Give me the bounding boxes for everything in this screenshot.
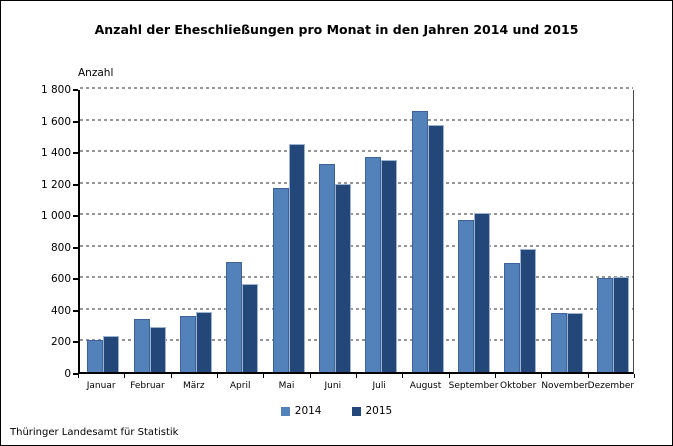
bar-2015-oktober: [520, 248, 537, 372]
x-tick-label-juli: Juli: [372, 381, 386, 391]
y-tick-label-0: 0: [64, 368, 71, 380]
gridline-400: [80, 307, 633, 310]
bar-2014-februar: [133, 319, 150, 372]
legend-label-2015: 2015: [365, 405, 393, 417]
y-tick-label-600: 600: [50, 273, 71, 286]
x-tick-mark-2: [171, 374, 172, 378]
x-tick-mark-0: [78, 374, 79, 378]
bar-2014-juli: [365, 156, 382, 372]
x-tick-mark-3: [217, 374, 218, 378]
bar-2015-september: [473, 212, 490, 372]
x-tick-label-august: August: [409, 381, 442, 391]
y-tick-mark-1600: [73, 120, 78, 123]
y-tick-label-400: 400: [50, 304, 71, 317]
legend-item-2015: 2015: [351, 405, 393, 417]
gridline-1600: [80, 118, 633, 121]
x-tick-mark-9: [495, 374, 496, 378]
x-tick-mark-10: [541, 374, 542, 378]
x-tick-mark-5: [310, 374, 311, 378]
x-tick-mark-6: [356, 374, 357, 378]
y-tick-mark-1000: [73, 215, 78, 218]
gridline-1800: [80, 87, 633, 89]
y-tick-mark-200: [73, 341, 78, 344]
x-tick-label-november: November: [541, 381, 589, 391]
x-tick-label-märz: März: [182, 381, 205, 391]
bar-2014-november: [550, 312, 567, 372]
y-tick-label-1000: 1 000: [40, 210, 71, 223]
x-tick-mark-7: [402, 374, 403, 378]
x-tick-label-april: April: [229, 381, 251, 391]
gridline-1400: [80, 150, 633, 153]
bar-2014-august: [411, 110, 428, 372]
y-tick-label-200: 200: [50, 336, 71, 349]
bar-2015-august: [427, 125, 444, 372]
y-tick-mark-400: [73, 309, 78, 312]
legend-label-2014: 2014: [294, 405, 322, 417]
y-tick-label-1200: 1 200: [40, 178, 71, 191]
bar-2015-november: [566, 312, 583, 372]
y-tick-label-1600: 1 600: [40, 115, 71, 128]
bar-2015-märz: [195, 312, 212, 372]
bar-2014-september: [457, 219, 474, 372]
y-tick-mark-600: [73, 278, 78, 281]
legend-swatch-2014: [280, 406, 290, 416]
gridline-800: [80, 244, 633, 247]
x-tick-mark-12: [634, 374, 635, 378]
gridline-600: [80, 276, 633, 279]
bar-2015-april: [242, 284, 259, 372]
legend-item-2014: 2014: [280, 405, 322, 417]
chart-title: Anzahl der Eheschließungen pro Monat in …: [94, 22, 579, 37]
bar-2014-dezember: [596, 278, 613, 372]
bar-2015-dezember: [612, 276, 629, 372]
x-tick-label-dezember: Dezember: [587, 381, 635, 391]
y-tick-label-800: 800: [50, 241, 71, 254]
x-tick-label-oktober: Oktober: [500, 381, 537, 391]
y-tick-mark-1800: [73, 89, 78, 91]
bar-2014-juni: [318, 163, 335, 372]
y-tick-mark-800: [73, 246, 78, 249]
y-tick-label-1400: 1 400: [40, 147, 71, 160]
source-attribution: Thüringer Landesamt für Statistik: [10, 427, 179, 438]
x-tick-label-september: September: [448, 381, 499, 391]
x-tick-mark-8: [449, 374, 450, 378]
bar-2014-oktober: [504, 263, 521, 372]
x-tick-label-juni: Juni: [324, 381, 342, 391]
y-tick-mark-1200: [73, 183, 78, 186]
gridline-1000: [80, 213, 633, 216]
x-tick-label-januar: Januar: [86, 381, 116, 391]
legend: 2014 2015: [1, 405, 672, 417]
bar-2014-april: [226, 262, 243, 372]
y-tick-mark-1400: [73, 152, 78, 155]
plot-area: [78, 87, 634, 374]
x-tick-label-mai: Mai: [278, 381, 295, 391]
x-tick-mark-1: [124, 374, 125, 378]
bar-2015-mai: [288, 144, 305, 372]
bar-2015-juli: [381, 159, 398, 372]
legend-swatch-2015: [351, 406, 361, 416]
bar-2014-januar: [87, 339, 104, 372]
bar-2015-juni: [334, 184, 351, 372]
x-tick-mark-4: [263, 374, 264, 378]
y-tick-mark-0: [73, 373, 78, 375]
bar-2014-märz: [179, 316, 196, 372]
bar-2015-januar: [103, 335, 120, 372]
y-axis-title: Anzahl: [78, 67, 114, 79]
bar-2015-februar: [149, 327, 166, 372]
x-tick-label-februar: Februar: [130, 381, 165, 391]
x-tick-mark-11: [588, 374, 589, 378]
y-tick-label-1800: 1 800: [40, 84, 71, 96]
gridline-1200: [80, 181, 633, 184]
bar-2014-mai: [272, 188, 289, 372]
gridline-200: [80, 339, 633, 342]
